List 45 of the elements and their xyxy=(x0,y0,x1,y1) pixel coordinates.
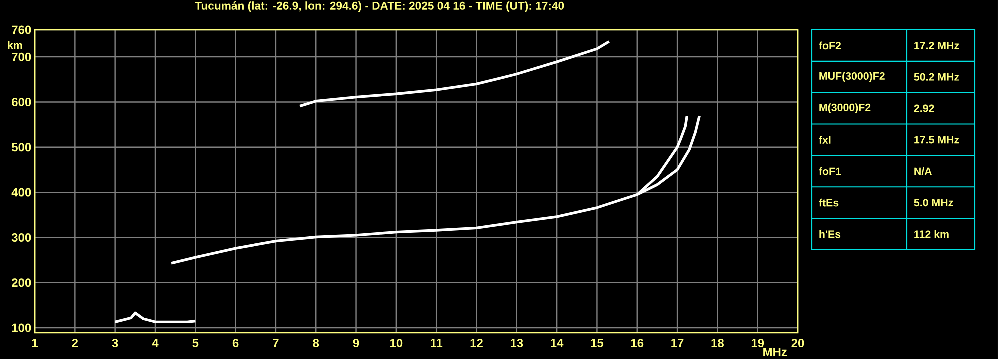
x-tick-label: 2 xyxy=(72,339,78,348)
text: N/A xyxy=(914,167,932,176)
text: h'Es xyxy=(820,230,841,238)
y-tick-label: 400 xyxy=(12,188,32,197)
y-tick-label: 700 xyxy=(12,52,32,62)
x-tick-label: 6 xyxy=(232,339,239,348)
x-tick-label: 13 xyxy=(510,339,524,348)
x-tick-label: 15 xyxy=(591,339,604,348)
x-tick-label: 7 xyxy=(273,339,279,348)
y-tick-label: 200 xyxy=(12,278,32,288)
x-tick-label: 20 xyxy=(792,339,804,348)
text: 112 km xyxy=(914,230,949,238)
text: MUF(3000)F2 xyxy=(820,72,885,82)
text: 17.5 MHz xyxy=(914,136,960,144)
text: 17.2 MHz xyxy=(914,42,960,50)
text: 5.0 MHz xyxy=(914,199,954,207)
y-axis-title: km xyxy=(8,41,22,50)
x-tick-label: 12 xyxy=(470,339,483,348)
y-tick-label: 760 xyxy=(12,26,32,34)
y-tick-label: 100 xyxy=(12,324,32,332)
x-axis-title: MHz xyxy=(764,348,788,356)
x-tick-label: 4 xyxy=(152,339,159,348)
text: M(3000)F2 xyxy=(820,104,871,114)
x-tick-label: 17 xyxy=(672,339,684,348)
x-tick-label: 10 xyxy=(390,339,403,348)
x-tick-label: 19 xyxy=(752,339,764,348)
x-tick-label: 8 xyxy=(313,339,320,348)
y-tick-label: 300 xyxy=(12,233,32,242)
x-tick-label: 3 xyxy=(112,339,118,348)
y-tick-label: 500 xyxy=(12,143,32,152)
text: 2.92 xyxy=(914,104,934,112)
x-tick-label: 1 xyxy=(32,339,38,348)
text: 50.2 MHz xyxy=(914,73,960,81)
text: ftEs xyxy=(819,198,839,207)
x-tick-label: 16 xyxy=(631,339,644,348)
x-tick-label: 11 xyxy=(431,339,443,348)
text: foF2 xyxy=(819,42,842,50)
chart-title: Tucumán (lat: -26.9, lon: 294.6) - DATE: 2025 04 16 - TIME (UT): 17:40 xyxy=(195,2,564,12)
x-tick-label: 9 xyxy=(353,339,360,348)
text: foF1 xyxy=(819,167,842,176)
y-tick-label: 600 xyxy=(12,98,32,106)
x-tick-label: 5 xyxy=(192,339,199,348)
x-tick-label: 14 xyxy=(551,339,564,348)
text: fxI xyxy=(819,136,831,144)
x-tick-label: 18 xyxy=(712,339,724,348)
